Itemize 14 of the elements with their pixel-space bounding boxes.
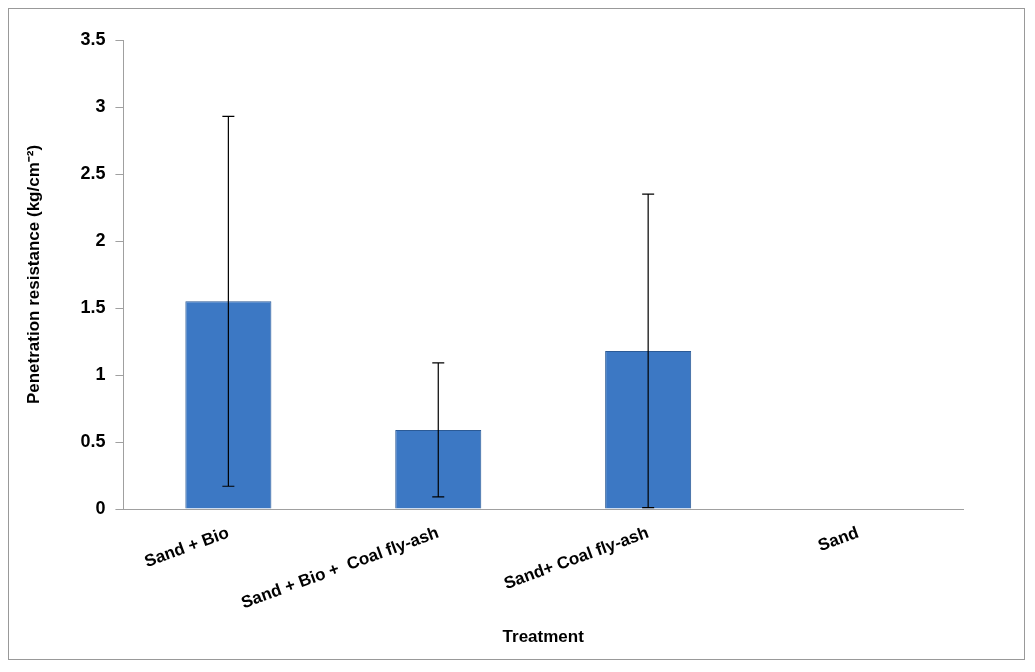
x-tick-label: Sand [815, 522, 862, 555]
x-tick-label: Sand+ Coal fly-ash [501, 522, 652, 593]
y-tick-label: 3 [95, 95, 106, 116]
y-tick-label: 1.5 [80, 296, 106, 317]
y-tick-label: 3.5 [80, 28, 106, 49]
y-tick-label: 0 [95, 497, 106, 518]
x-axis-title: Treatment [502, 627, 585, 647]
y-tick-label: 2 [95, 229, 106, 250]
y-tick-label: 2.5 [80, 162, 106, 183]
y-tick-label: 1 [95, 363, 106, 384]
y-axis-title: Penetration resistance (kg/cm⁻²) [23, 144, 43, 405]
y-tick-label: 0.5 [80, 430, 106, 451]
x-tick-label: Sand + Bio [141, 522, 232, 571]
x-tick-label: Sand + Bio + Coal fly-ash [238, 522, 442, 613]
